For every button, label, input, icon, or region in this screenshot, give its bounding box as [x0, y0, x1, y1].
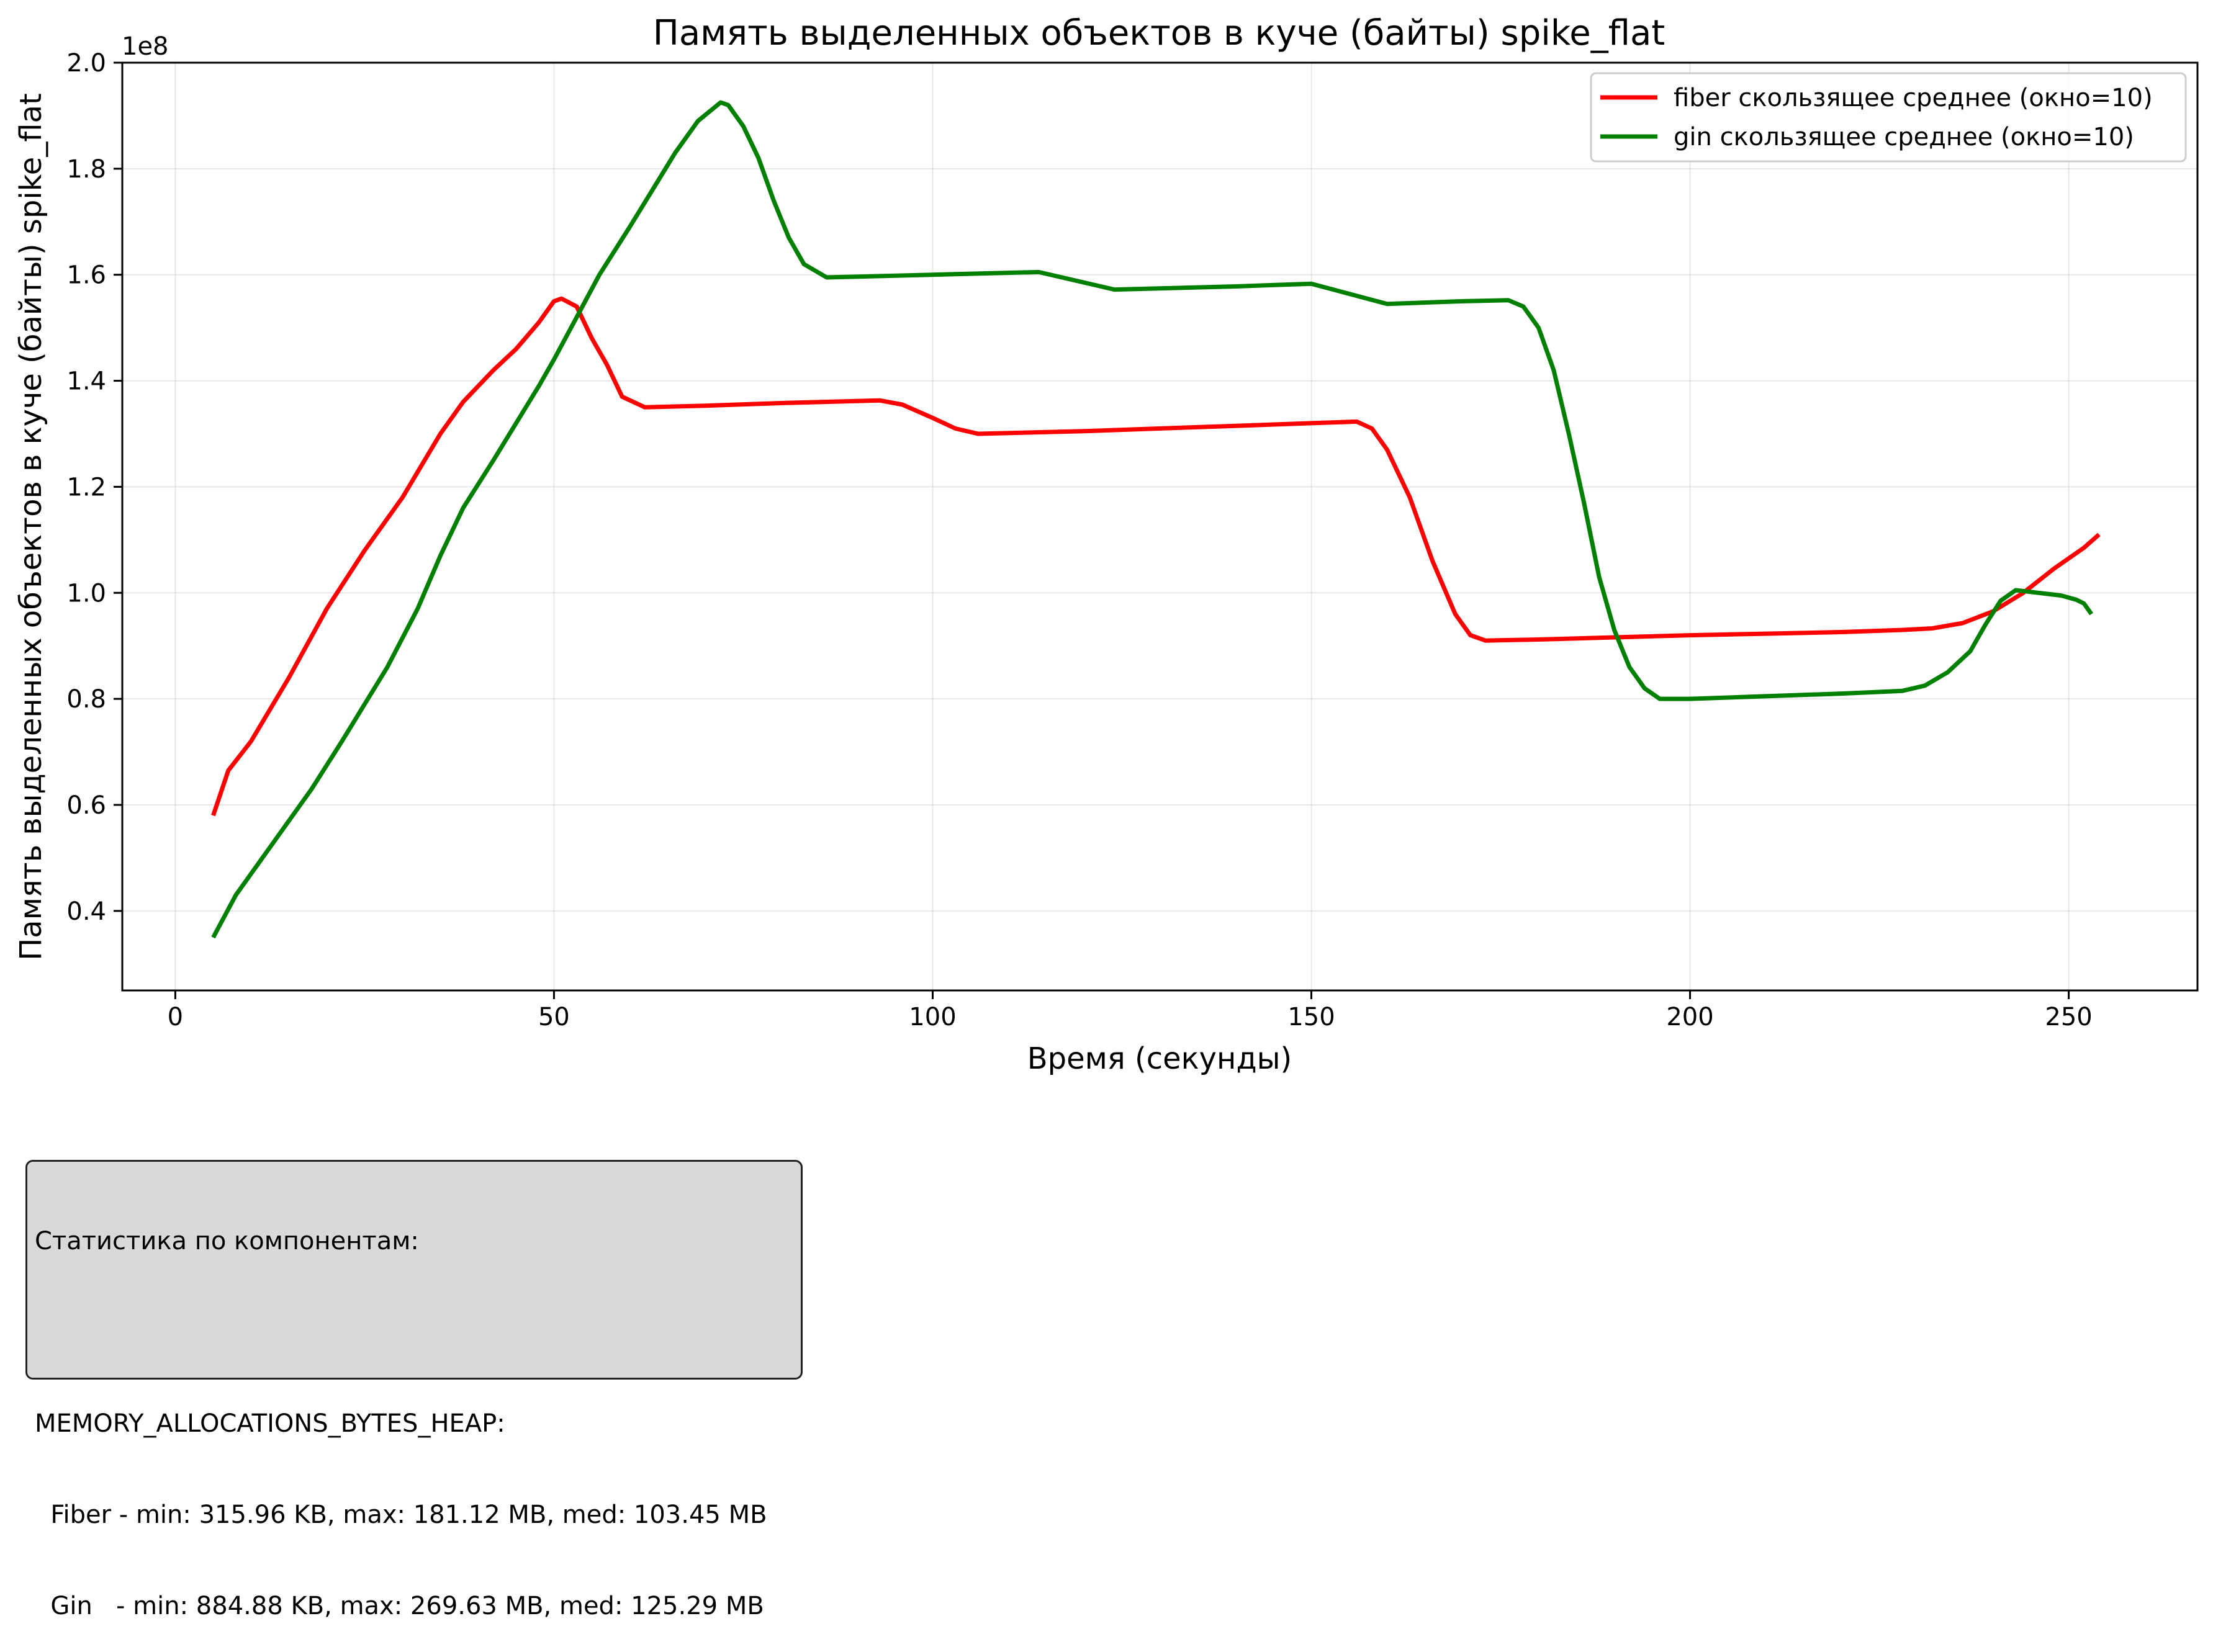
x-tick-label: 0	[168, 1003, 183, 1031]
y-tick-label: 1.2	[66, 473, 106, 501]
x-tick-label: 200	[1666, 1003, 1713, 1031]
y-tick-label: 2.0	[66, 49, 106, 78]
stats-gin-line: Gin - min: 884.88 KB, max: 269.63 MB, me…	[35, 1592, 764, 1620]
series-line-gin	[211, 100, 2094, 939]
series-line-fiber	[211, 296, 2101, 817]
x-tick-label: 100	[909, 1003, 956, 1031]
y-axis-label: Память выделенных объектов в куче (байты…	[14, 93, 48, 961]
legend: fiber скользящее среднее (окно=10) gin с…	[1590, 72, 2187, 163]
stats-metric: MEMORY_ALLOCATIONS_BYTES_HEAP:	[35, 1409, 505, 1438]
x-tick-label: 50	[538, 1003, 570, 1031]
x-tick-label: 150	[1287, 1003, 1335, 1031]
y-tick-label: 0.6	[66, 791, 106, 820]
y-tick-label: 1.8	[66, 155, 106, 184]
y-tick-label: 1.4	[66, 367, 106, 396]
ticks: 0 50 100 150 200 250 0.4 0.6 0.8 1.0 1.2 1.4 1.6 1.8 2…	[66, 49, 2092, 1031]
chart: Память выделенных объектов в куче (байты…	[14, 13, 2199, 1076]
y-tick-label: 1.6	[66, 261, 106, 290]
series-layer	[211, 100, 2101, 939]
grid	[122, 62, 2197, 990]
stats-fiber-line: Fiber - min: 315.96 KB, max: 181.12 MB, …	[35, 1501, 767, 1529]
x-axis-label: Время (секунды)	[1027, 1041, 1292, 1076]
y-tick-label: 0.4	[66, 897, 106, 926]
legend-label-gin: gin скользящее среднее (окно=10)	[1674, 123, 2134, 151]
legend-frame	[1590, 72, 2187, 163]
stats-box: Статистика по компонентам: MEMORY_ALLOCA…	[25, 1160, 803, 1620]
y-multiplier: 1e8	[122, 32, 169, 61]
x-tick-label: 250	[2045, 1003, 2092, 1031]
stats-spacer	[35, 1318, 793, 1348]
plot-frame	[121, 61, 2199, 992]
legend-label-fiber: fiber скользящее среднее (окно=10)	[1674, 84, 2153, 112]
chart-title: Память выделенных объектов в куче (байты…	[653, 13, 1665, 53]
y-tick-label: 0.8	[66, 685, 106, 714]
y-tick-label: 1.0	[66, 579, 106, 608]
stats-title: Статистика по компонентам:	[35, 1227, 419, 1255]
